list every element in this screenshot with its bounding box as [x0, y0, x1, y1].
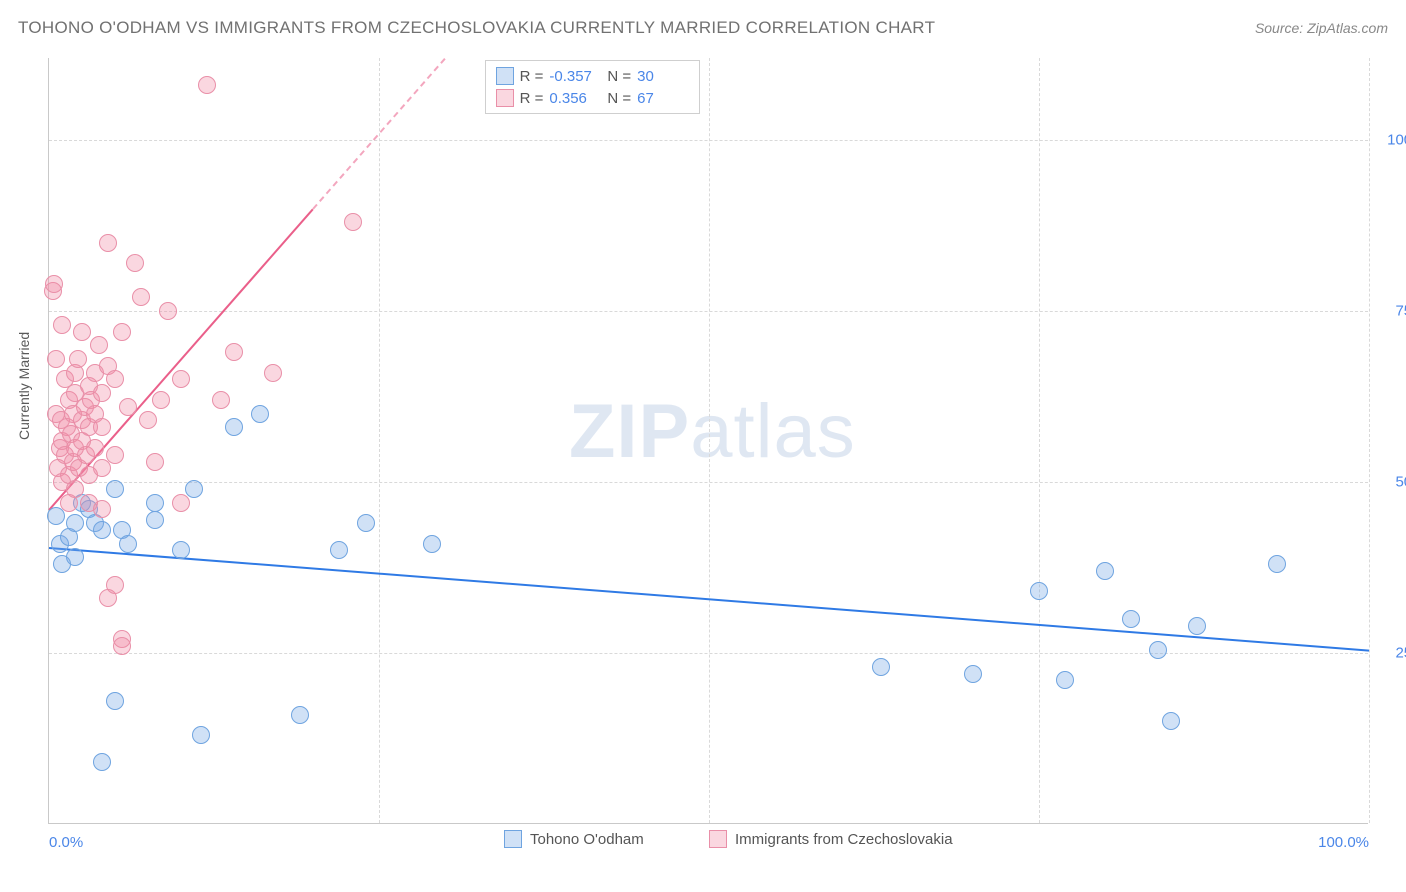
legend-n-label: N =	[607, 90, 631, 107]
scatter-point	[264, 364, 282, 382]
scatter-point	[225, 343, 243, 361]
scatter-point	[66, 548, 84, 566]
scatter-point	[93, 500, 111, 518]
scatter-point	[69, 350, 87, 368]
scatter-point	[106, 370, 124, 388]
legend-series-label: Immigrants from Czechoslovakia	[735, 831, 953, 848]
gridline-v	[379, 58, 380, 823]
legend-n-label: N =	[607, 68, 631, 85]
legend-series: Tohono O'odham	[504, 830, 644, 848]
scatter-point	[99, 234, 117, 252]
scatter-point	[1162, 712, 1180, 730]
scatter-point	[53, 316, 71, 334]
y-axis-label: Currently Married	[16, 332, 32, 440]
scatter-point	[192, 726, 210, 744]
plot-area: ZIPatlas 25.0%50.0%75.0%100.0%0.0%100.0%…	[48, 58, 1368, 824]
legend-swatch	[496, 89, 514, 107]
scatter-point	[1188, 617, 1206, 635]
scatter-point	[47, 507, 65, 525]
y-tick-label: 25.0%	[1378, 645, 1406, 662]
scatter-point	[172, 494, 190, 512]
gridline-v	[1039, 58, 1040, 823]
watermark: ZIPatlas	[569, 388, 856, 475]
scatter-point	[86, 439, 104, 457]
scatter-point	[106, 446, 124, 464]
scatter-point	[357, 514, 375, 532]
scatter-point	[106, 576, 124, 594]
legend-swatch	[504, 830, 522, 848]
scatter-point	[113, 323, 131, 341]
scatter-point	[126, 254, 144, 272]
scatter-point	[152, 391, 170, 409]
scatter-point	[146, 511, 164, 529]
legend-swatch	[709, 830, 727, 848]
x-tick-label: 0.0%	[49, 834, 83, 851]
legend-stats: R = -0.357 N = 30 R = 0.356 N = 67	[485, 60, 701, 114]
legend-r-label: R =	[520, 90, 544, 107]
gridline-v	[1369, 58, 1370, 823]
scatter-point	[106, 692, 124, 710]
scatter-point	[872, 658, 890, 676]
scatter-point	[1122, 610, 1140, 628]
scatter-point	[106, 480, 124, 498]
scatter-point	[93, 753, 111, 771]
legend-swatch	[496, 67, 514, 85]
scatter-point	[1096, 562, 1114, 580]
scatter-point	[119, 398, 137, 416]
scatter-point	[225, 418, 243, 436]
scatter-point	[93, 384, 111, 402]
scatter-point	[330, 541, 348, 559]
gridline-v	[709, 58, 710, 823]
scatter-point	[212, 391, 230, 409]
scatter-point	[45, 275, 63, 293]
scatter-point	[146, 494, 164, 512]
legend-series: Immigrants from Czechoslovakia	[709, 830, 953, 848]
legend-series-label: Tohono O'odham	[530, 831, 644, 848]
scatter-point	[93, 418, 111, 436]
scatter-point	[251, 405, 269, 423]
scatter-point	[47, 350, 65, 368]
scatter-point	[198, 76, 216, 94]
legend-n-value: 30	[637, 68, 689, 85]
scatter-point	[132, 288, 150, 306]
scatter-point	[93, 459, 111, 477]
source-label: Source: ZipAtlas.com	[1255, 20, 1388, 36]
scatter-point	[73, 323, 91, 341]
scatter-point	[139, 411, 157, 429]
scatter-point	[344, 213, 362, 231]
scatter-point	[113, 637, 131, 655]
scatter-point	[172, 370, 190, 388]
x-tick-label: 100.0%	[1318, 834, 1369, 851]
legend-stats-row: R = -0.357 N = 30	[496, 65, 690, 87]
scatter-point	[172, 541, 190, 559]
scatter-point	[93, 521, 111, 539]
scatter-point	[964, 665, 982, 683]
scatter-point	[1056, 671, 1074, 689]
legend-r-value: -0.357	[549, 68, 601, 85]
scatter-point	[423, 535, 441, 553]
legend-n-value: 67	[637, 90, 689, 107]
scatter-point	[66, 514, 84, 532]
chart-title: TOHONO O'ODHAM VS IMMIGRANTS FROM CZECHO…	[18, 18, 935, 38]
y-tick-label: 50.0%	[1378, 474, 1406, 491]
scatter-point	[1149, 641, 1167, 659]
y-tick-label: 100.0%	[1378, 132, 1406, 149]
scatter-point	[185, 480, 203, 498]
scatter-point	[146, 453, 164, 471]
scatter-point	[119, 535, 137, 553]
y-tick-label: 75.0%	[1378, 303, 1406, 320]
legend-stats-row: R = 0.356 N = 67	[496, 87, 690, 109]
scatter-point	[159, 302, 177, 320]
scatter-point	[1268, 555, 1286, 573]
scatter-point	[1030, 582, 1048, 600]
legend-r-label: R =	[520, 68, 544, 85]
legend-r-value: 0.356	[549, 90, 601, 107]
scatter-point	[90, 336, 108, 354]
scatter-point	[291, 706, 309, 724]
